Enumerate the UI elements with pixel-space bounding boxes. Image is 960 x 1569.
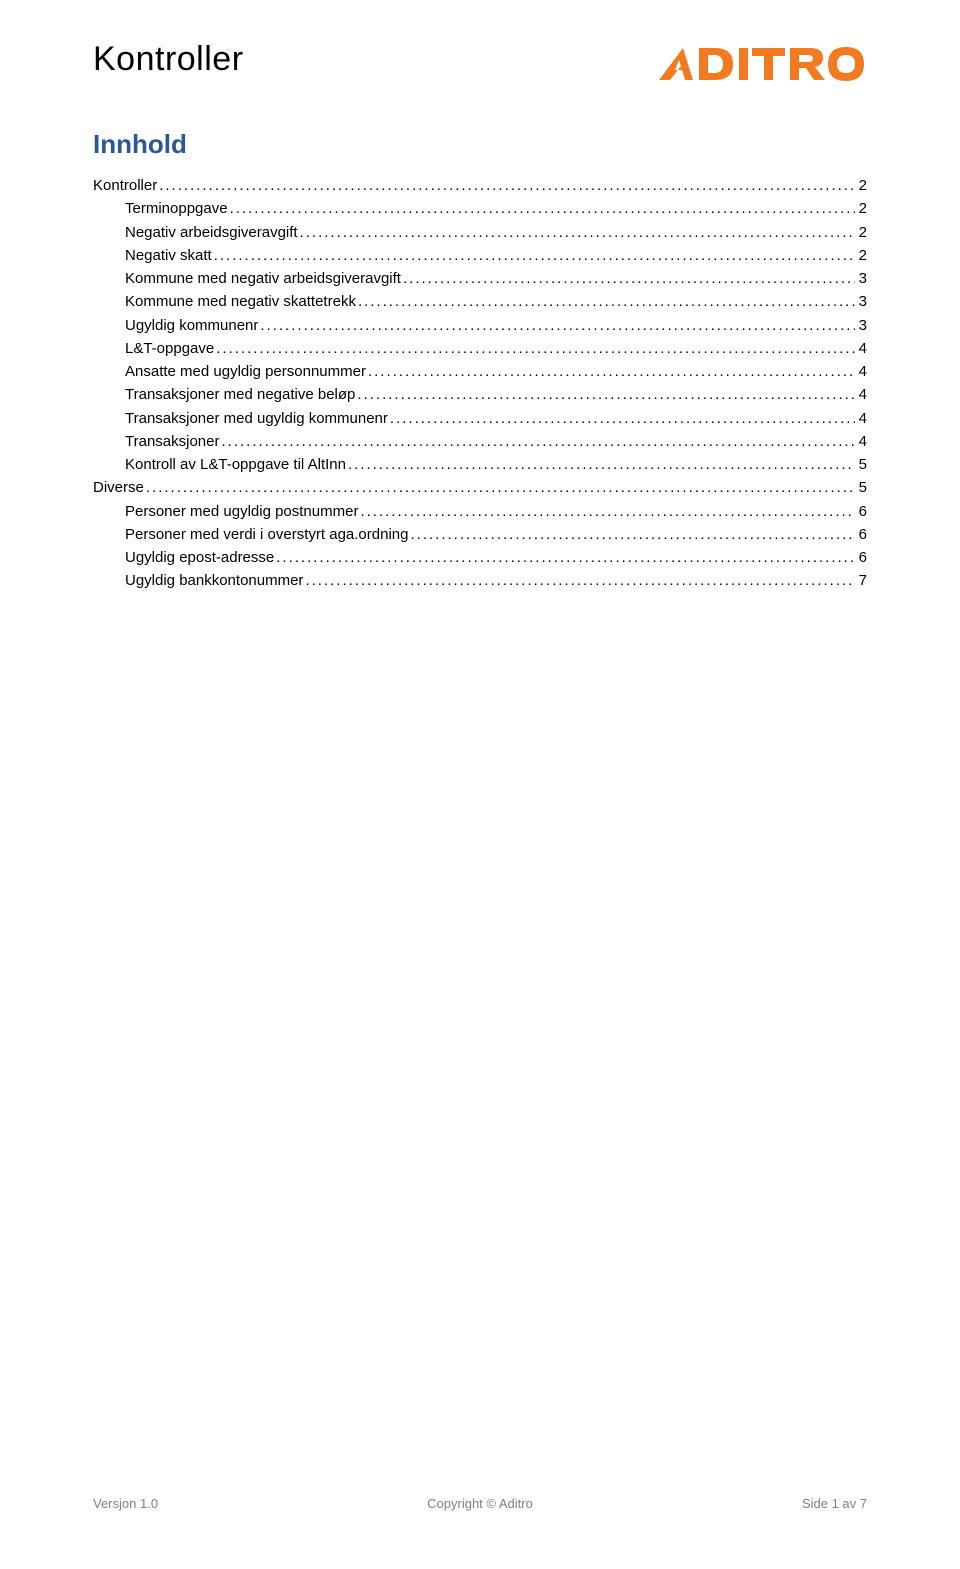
footer-center: Copyright © Aditro — [427, 1496, 533, 1511]
toc-page-number: 4 — [855, 383, 867, 406]
toc-dots — [258, 314, 854, 337]
toc-row[interactable]: Personer med ugyldig postnummer 6 — [93, 500, 867, 523]
logo — [657, 44, 867, 91]
toc-dots — [408, 523, 854, 546]
toc-row[interactable]: Kommune med negativ arbeidsgiveravgift 3 — [93, 267, 867, 290]
toc-label: Kommune med negativ arbeidsgiveravgift — [125, 267, 401, 290]
toc-dots — [388, 407, 855, 430]
toc-row[interactable]: Terminoppgave 2 — [93, 197, 867, 220]
document-title: Kontroller — [93, 40, 244, 79]
toc-row[interactable]: Kommune med negativ skattetrekk 3 — [93, 290, 867, 313]
toc-page-number: 2 — [855, 174, 867, 197]
toc-label: Ansatte med ugyldig personnummer — [125, 360, 366, 383]
toc-page-number: 3 — [855, 290, 867, 313]
toc-dots — [228, 197, 855, 220]
toc-label: Negativ skatt — [125, 244, 212, 267]
toc-row[interactable]: Transaksjoner med negative beløp 4 — [93, 383, 867, 406]
toc-page-number: 7 — [855, 569, 867, 592]
toc-dots — [401, 267, 855, 290]
toc-label: Terminoppgave — [125, 197, 228, 220]
toc-page-number: 6 — [855, 546, 867, 569]
toc-label: L&T-oppgave — [125, 337, 214, 360]
toc-dots — [214, 337, 854, 360]
toc-label: Transaksjoner med ugyldig kommunenr — [125, 407, 388, 430]
toc-page-number: 5 — [855, 476, 867, 499]
toc-label: Personer med verdi i overstyrt aga.ordni… — [125, 523, 408, 546]
toc-label: Transaksjoner med negative beløp — [125, 383, 355, 406]
toc-row[interactable]: Diverse 5 — [93, 476, 867, 499]
toc-page-number: 6 — [855, 523, 867, 546]
toc-label: Ugyldig kommunenr — [125, 314, 258, 337]
toc-dots — [358, 500, 854, 523]
toc-dots — [219, 430, 854, 453]
footer-left: Versjon 1.0 — [93, 1496, 158, 1511]
toc-page-number: 6 — [855, 500, 867, 523]
toc-dots — [157, 174, 854, 197]
toc-page-number: 4 — [855, 430, 867, 453]
toc-row[interactable]: Personer med verdi i overstyrt aga.ordni… — [93, 523, 867, 546]
toc-dots — [355, 383, 854, 406]
toc-row[interactable]: Negativ arbeidsgiveravgift 2 — [93, 221, 867, 244]
toc-page-number: 2 — [855, 221, 867, 244]
toc-label: Kontroll av L&T-oppgave til AltInn — [125, 453, 346, 476]
footer: Versjon 1.0 Copyright © Aditro Side 1 av… — [93, 1496, 867, 1511]
toc-row[interactable]: L&T-oppgave 4 — [93, 337, 867, 360]
toc-label: Transaksjoner — [125, 430, 219, 453]
toc-row[interactable]: Kontroll av L&T-oppgave til AltInn 5 — [93, 453, 867, 476]
toc-label: Kommune med negativ skattetrekk — [125, 290, 356, 313]
toc-row[interactable]: Ugyldig bankkontonummer 7 — [93, 569, 867, 592]
toc-row[interactable]: Negativ skatt 2 — [93, 244, 867, 267]
aditro-logo-svg — [657, 44, 867, 86]
toc-label: Diverse — [93, 476, 144, 499]
toc-page-number: 4 — [855, 360, 867, 383]
toc-row[interactable]: Ugyldig epost-adresse 6 — [93, 546, 867, 569]
toc-row[interactable]: Ansatte med ugyldig personnummer 4 — [93, 360, 867, 383]
toc-page-number: 2 — [855, 197, 867, 220]
toc-row[interactable]: Transaksjoner 4 — [93, 430, 867, 453]
toc-page-number: 3 — [855, 267, 867, 290]
toc-page-number: 2 — [855, 244, 867, 267]
toc-page-number: 3 — [855, 314, 867, 337]
toc-label: Negativ arbeidsgiveravgift — [125, 221, 298, 244]
toc-page-number: 4 — [855, 337, 867, 360]
header-row: Kontroller — [93, 40, 867, 91]
toc-page-number: 5 — [855, 453, 867, 476]
toc-page-number: 4 — [855, 407, 867, 430]
toc-dots — [346, 453, 855, 476]
toc-dots — [144, 476, 855, 499]
toc-dots — [303, 569, 854, 592]
footer-right: Side 1 av 7 — [802, 1496, 867, 1511]
toc-dots — [212, 244, 855, 267]
toc-dots — [274, 546, 854, 569]
toc-dots — [298, 221, 855, 244]
toc-row[interactable]: Transaksjoner med ugyldig kommunenr 4 — [93, 407, 867, 430]
toc-label: Kontroller — [93, 174, 157, 197]
section-heading: Innhold — [93, 129, 867, 160]
toc-row[interactable]: Ugyldig kommunenr 3 — [93, 314, 867, 337]
table-of-contents: Kontroller2Terminoppgave2Negativ arbeids… — [93, 174, 867, 593]
toc-label: Personer med ugyldig postnummer — [125, 500, 358, 523]
toc-label: Ugyldig bankkontonummer — [125, 569, 303, 592]
toc-row[interactable]: Kontroller 2 — [93, 174, 867, 197]
toc-dots — [366, 360, 855, 383]
toc-dots — [356, 290, 855, 313]
toc-label: Ugyldig epost-adresse — [125, 546, 274, 569]
